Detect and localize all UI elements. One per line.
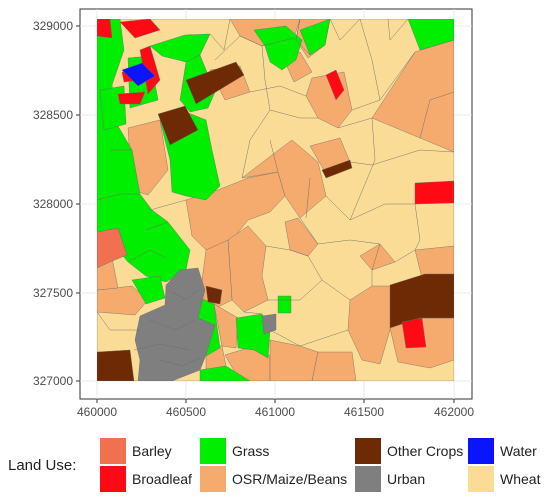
legend-swatch (100, 438, 126, 464)
legend-label: Grass (232, 443, 270, 459)
parcel-osr (284, 217, 319, 257)
parcel-grass (407, 19, 454, 51)
parcel-urban (261, 313, 277, 335)
parcel-grass (253, 25, 303, 71)
legend-swatch (468, 438, 494, 464)
legend-item-other-crops: Other Crops (355, 438, 463, 464)
legend-label: OSR/Maize/Beans (232, 471, 348, 487)
x-tick-label: 462000 (434, 405, 474, 419)
legend-label: Water (500, 443, 537, 459)
legend-label: Urban (387, 471, 426, 487)
y-tick-label: 327000 (33, 374, 73, 388)
map-legend: Land Use: Barley Broadleaf Grass OSR/Mai… (0, 430, 550, 497)
legend-item-broadleaf: Broadleaf (100, 466, 192, 492)
legend-label: Broadleaf (132, 471, 192, 487)
parcel-grass (199, 365, 251, 381)
legend-label: Barley (132, 443, 172, 459)
legend-title: Land Use: (8, 457, 77, 474)
parcel-osr (97, 285, 149, 316)
parcel-osr (227, 225, 269, 313)
parcel-osr (347, 285, 393, 365)
parcel-grass (99, 85, 127, 131)
legend-swatch (100, 466, 126, 492)
parcel-other-crops (185, 61, 245, 105)
y-tick-label: 328500 (33, 108, 73, 122)
parcel-osr (311, 351, 357, 381)
parcel-grass (131, 275, 166, 305)
legend-swatch (355, 466, 381, 492)
field-boundaries (97, 19, 454, 367)
y-tick-label: 328000 (33, 197, 73, 211)
parcel-broadleaf (414, 180, 454, 205)
parcel-other-crops (157, 105, 199, 146)
y-axis-ticks (76, 25, 80, 382)
legend-item-grass: Grass (200, 438, 269, 464)
legend-item-urban: Urban (355, 466, 425, 492)
parcel-broadleaf (401, 317, 427, 349)
parcel-water (121, 62, 156, 87)
x-tick-label: 461000 (255, 405, 295, 419)
x-tick-label: 460000 (77, 405, 117, 419)
parcel-osr (213, 303, 239, 349)
parcel-broadleaf (325, 69, 345, 101)
legend-label: Other Crops (387, 443, 464, 459)
legend-item-barley: Barley (100, 438, 172, 464)
legend-item-wheat: Wheat (468, 466, 540, 492)
parcel-broadleaf (97, 19, 113, 39)
x-tick-label: 461500 (344, 405, 384, 419)
legend-swatch (200, 438, 226, 464)
parcel-grass (277, 295, 292, 314)
x-axis-ticks (96, 399, 455, 403)
parcel-other-crops (389, 273, 454, 329)
legend-item-water: Water (468, 438, 537, 464)
parcel-osr (371, 39, 454, 153)
parcel-grass (299, 19, 331, 56)
legend-swatch (355, 438, 381, 464)
parcel-barley (97, 227, 128, 269)
parcel-other-crops (205, 285, 223, 305)
x-tick-label: 460500 (166, 405, 206, 419)
parcel-urban (134, 267, 216, 381)
parcel-broadleaf (117, 91, 146, 105)
parcel-osr (414, 245, 454, 279)
y-tick-label: 327500 (33, 286, 73, 300)
parcel-broadleaf (119, 19, 161, 39)
legend-swatch (468, 466, 494, 492)
parcel-other-crops (321, 159, 353, 179)
parcel-other-crops (97, 349, 135, 381)
y-tick-label: 329000 (33, 19, 73, 33)
legend-swatch (200, 466, 226, 492)
legend-item-osr-maize-beans: OSR/Maize/Beans (200, 466, 347, 492)
legend-label: Wheat (500, 471, 541, 487)
parcel-osr (185, 171, 286, 251)
